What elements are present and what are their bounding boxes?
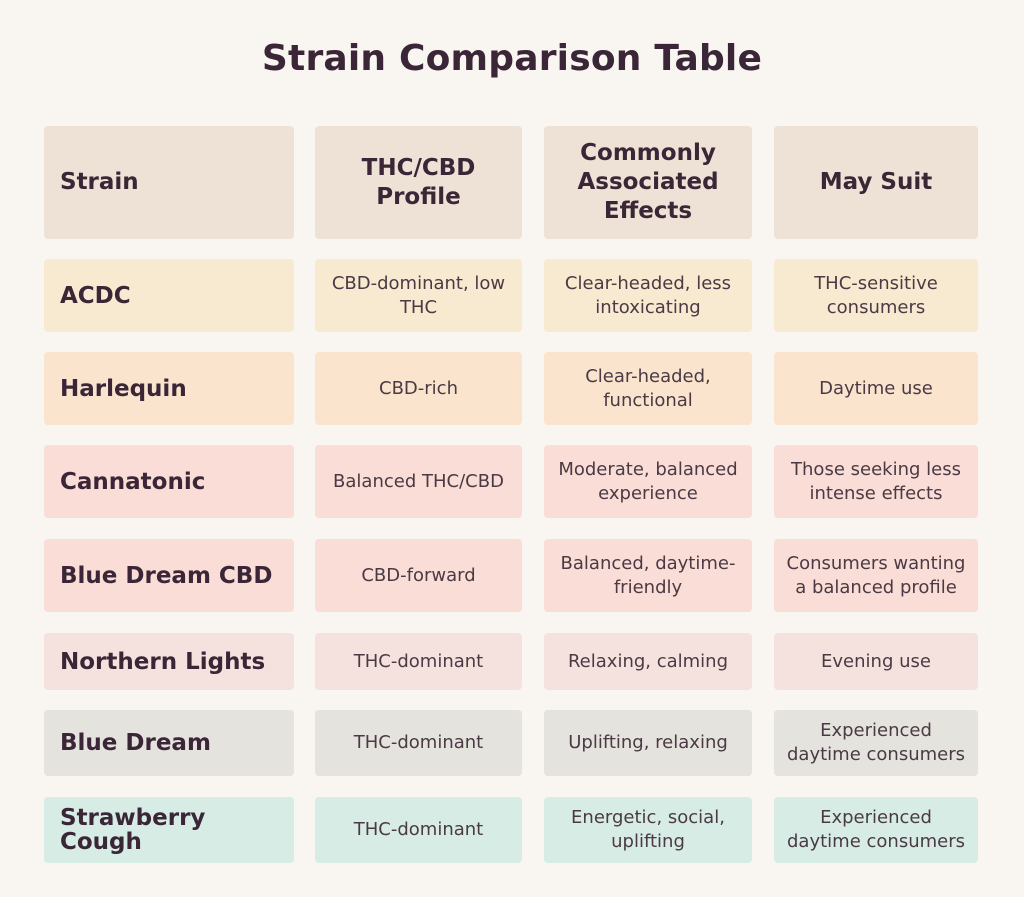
row-effects: Moderate, balanced experience	[544, 445, 752, 518]
row-profile: CBD-rich	[315, 352, 522, 425]
row-profile: THC-dominant	[315, 797, 522, 863]
row-strain: Harlequin	[44, 352, 294, 425]
row-profile: THC-dominant	[315, 710, 522, 776]
row-profile: CBD-forward	[315, 539, 522, 612]
row-effects: Clear-headed, less intoxicating	[544, 259, 752, 332]
page-title: Strain Comparison Table	[261, 38, 763, 79]
header-profile: THC/CBD Profile	[315, 126, 522, 239]
row-effects: Clear-headed, functional	[544, 352, 752, 425]
header-may-suit: May Suit	[774, 126, 978, 239]
row-strain: Blue Dream CBD	[44, 539, 294, 612]
row-may-suit: Consumers wanting a balanced profile	[774, 539, 978, 612]
row-profile: THC-dominant	[315, 633, 522, 690]
row-effects: Balanced, daytime-friendly	[544, 539, 752, 612]
row-strain: Cannatonic	[44, 445, 294, 518]
row-may-suit: Experienced daytime consumers	[774, 797, 978, 863]
row-profile: Balanced THC/CBD	[315, 445, 522, 518]
header-strain: Strain	[44, 126, 294, 239]
row-may-suit: Those seeking less intense effects	[774, 445, 978, 518]
row-strain: Northern Lights	[44, 633, 294, 690]
row-profile: CBD-dominant, low THC	[315, 259, 522, 332]
row-may-suit: Evening use	[774, 633, 978, 690]
row-strain: Blue Dream	[44, 710, 294, 776]
row-may-suit: Daytime use	[774, 352, 978, 425]
row-effects: Energetic, social, uplifting	[544, 797, 752, 863]
row-may-suit: THC-sensitive consumers	[774, 259, 978, 332]
row-strain: Strawberry Cough	[44, 797, 294, 863]
row-may-suit: Experienced daytime consumers	[774, 710, 978, 776]
row-effects: Uplifting, relaxing	[544, 710, 752, 776]
row-effects: Relaxing, calming	[544, 633, 752, 690]
row-strain: ACDC	[44, 259, 294, 332]
header-effects: Commonly Associated Effects	[544, 126, 752, 239]
